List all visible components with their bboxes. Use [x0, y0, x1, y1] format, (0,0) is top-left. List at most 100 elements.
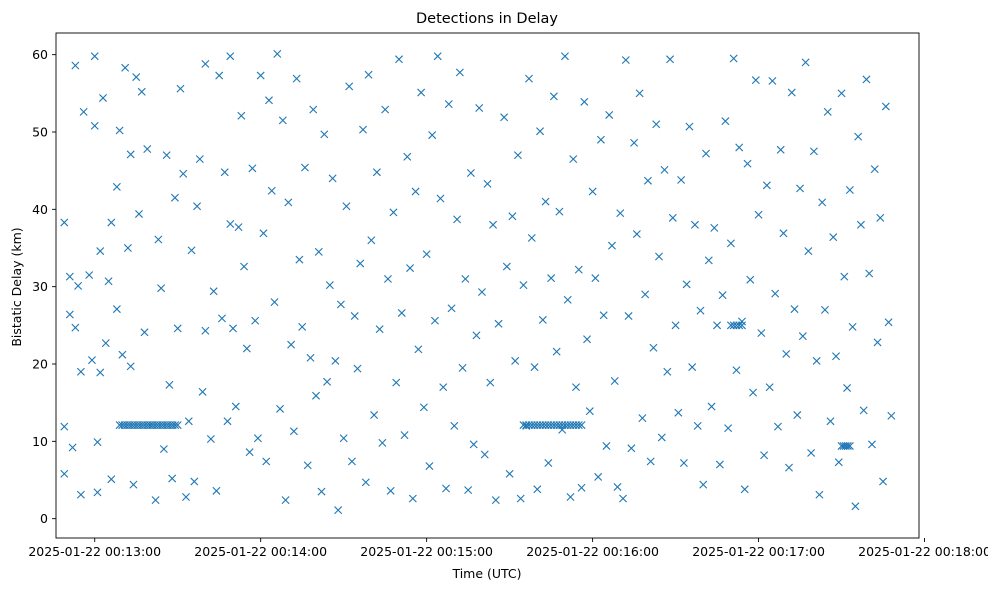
data-point-marker: [314, 247, 323, 256]
data-point-marker: [229, 324, 238, 333]
data-point-marker: [126, 150, 135, 159]
data-point-marker: [184, 417, 193, 426]
data-point-marker: [569, 155, 578, 164]
data-point-marker: [688, 363, 697, 372]
data-point-marker: [378, 438, 387, 447]
data-point-marker: [289, 427, 298, 436]
data-point-marker: [176, 84, 185, 93]
data-point-marker: [809, 147, 818, 156]
data-point-marker: [491, 496, 500, 505]
data-point-marker: [577, 421, 586, 430]
data-point-marker: [414, 345, 423, 354]
data-point-marker: [336, 300, 345, 309]
data-point-marker: [635, 89, 644, 98]
data-point-marker: [195, 155, 204, 164]
data-point-marker: [594, 472, 603, 481]
data-point-marker: [347, 457, 356, 466]
data-point-marker: [444, 100, 453, 109]
data-point-marker: [702, 149, 711, 158]
data-point-marker: [168, 474, 177, 483]
data-point-marker: [240, 262, 249, 271]
data-point-marker: [500, 113, 509, 122]
data-point-marker: [99, 93, 108, 102]
y-tick-label: 20: [32, 356, 48, 371]
data-point-marker: [419, 403, 428, 412]
data-point-marker: [375, 325, 384, 334]
data-point-marker: [815, 490, 824, 499]
data-point-marker: [85, 271, 94, 280]
data-point-marker: [303, 461, 312, 470]
data-point-marker: [538, 315, 547, 324]
data-point-marker: [342, 202, 351, 211]
data-point-marker: [737, 317, 746, 326]
data-point-marker: [732, 366, 741, 375]
data-point-marker: [339, 434, 348, 443]
data-point-marker: [129, 480, 138, 489]
data-point-marker: [566, 493, 575, 502]
data-point-marker: [790, 305, 799, 314]
data-point-marker: [428, 131, 437, 140]
data-point-marker: [873, 338, 882, 347]
data-point-marker: [281, 496, 290, 505]
x-tick-label: 2025-01-22 00:18:00: [858, 544, 988, 559]
data-point-marker: [154, 235, 163, 244]
data-point-marker: [632, 230, 641, 239]
data-point-marker: [251, 316, 260, 325]
data-point-marker: [699, 480, 708, 489]
data-point-marker: [264, 96, 273, 105]
data-point-marker: [726, 239, 735, 248]
y-tick-label: 0: [40, 511, 48, 526]
data-point-marker: [533, 485, 542, 494]
data-point-marker: [530, 363, 539, 372]
data-point-marker: [234, 223, 243, 232]
data-point-marker: [65, 272, 74, 281]
data-point-marker: [182, 493, 190, 502]
data-point-marker: [455, 68, 464, 77]
data-point-marker: [350, 312, 359, 321]
data-point-marker: [596, 135, 605, 144]
data-point-marker: [453, 215, 462, 224]
data-point-marker: [137, 87, 146, 96]
data-point-marker: [679, 458, 688, 467]
data-point-marker: [494, 319, 503, 328]
data-point-marker: [71, 61, 80, 70]
data-point-marker: [159, 445, 168, 454]
data-point-marker: [461, 274, 470, 283]
data-point-marker: [652, 120, 661, 129]
data-point-marker: [140, 328, 149, 337]
data-point-marker: [226, 52, 235, 61]
y-tick-label: 30: [32, 279, 48, 294]
data-point-marker: [323, 377, 332, 386]
data-point-marker: [87, 356, 96, 365]
data-point-marker: [768, 76, 777, 85]
data-point-marker: [649, 343, 658, 352]
data-point-marker: [403, 152, 412, 161]
data-point-marker: [325, 281, 334, 290]
data-point-marker: [242, 344, 251, 353]
data-point-marker: [519, 281, 528, 290]
data-point-marker: [812, 356, 821, 365]
data-point-marker: [826, 417, 835, 426]
data-point-marker: [798, 332, 807, 341]
data-point-marker: [547, 274, 556, 283]
data-point-marker: [832, 352, 841, 361]
data-point-marker: [107, 218, 116, 227]
x-tick-label: 2025-01-22 00:16:00: [526, 544, 659, 559]
data-point-marker: [143, 145, 152, 153]
data-point-marker: [480, 450, 489, 459]
data-point-marker: [394, 55, 403, 64]
data-point-marker: [151, 496, 160, 505]
data-point-marker: [60, 422, 69, 431]
data-point-marker: [132, 73, 141, 82]
data-point-marker: [787, 88, 796, 97]
data-point-marker: [361, 478, 370, 487]
data-point-marker: [173, 421, 182, 430]
data-point-marker: [101, 339, 110, 348]
data-point-marker: [179, 169, 188, 178]
data-point-marker: [466, 168, 475, 177]
data-point-marker: [843, 441, 852, 450]
data-point-marker: [187, 246, 196, 255]
data-point-marker: [171, 421, 180, 430]
data-point-marker: [364, 70, 373, 79]
